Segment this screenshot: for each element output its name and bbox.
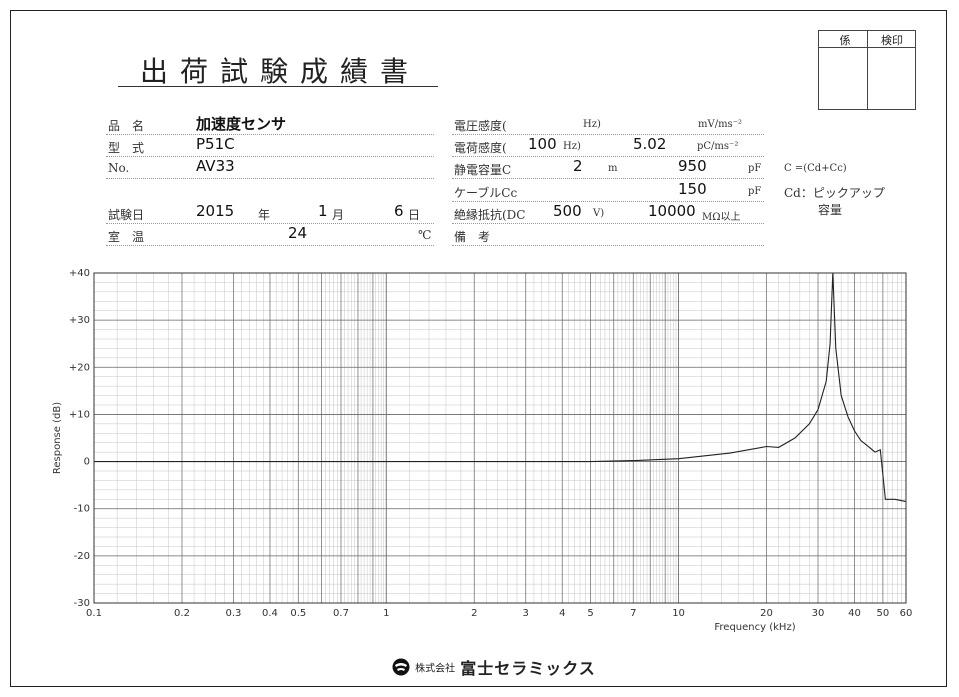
model-label: 型 式 xyxy=(108,141,145,155)
capacitance-label: 静電容量C xyxy=(454,163,512,177)
charge-unit: pC/ms⁻² xyxy=(697,141,739,152)
capacity-note: 容量 xyxy=(818,203,843,217)
x-tick-label: 5 xyxy=(587,608,593,619)
pickup-note: Cd：ピックアップ xyxy=(784,186,885,200)
voltage-hz: Hz) xyxy=(583,119,601,130)
cap-length-unit: m xyxy=(608,163,618,174)
y-tick-label: -10 xyxy=(74,504,90,515)
charge-value: 5.02 xyxy=(633,135,667,153)
x-tick-label: 50 xyxy=(876,608,889,619)
row-separator xyxy=(452,134,764,135)
voltage-unit: mV/ms⁻² xyxy=(698,119,742,130)
x-tick-label: 0.2 xyxy=(174,608,190,619)
company-name: 富士セラミックス xyxy=(460,659,596,678)
document-frame xyxy=(10,10,947,687)
y-axis-label: Response (dB) xyxy=(52,402,63,474)
row-separator xyxy=(106,223,434,224)
model-value: P51C xyxy=(196,135,235,153)
y-tick-label: -20 xyxy=(74,551,90,562)
year-unit: 年 xyxy=(258,208,271,222)
formula-note: C =(Cd+Cc) xyxy=(784,163,847,174)
row-separator xyxy=(452,201,764,202)
row-separator xyxy=(452,156,764,157)
stamp-col-inspect: 検印 xyxy=(881,34,903,47)
room-temp-label: 室 温 xyxy=(108,230,145,244)
x-tick-label: 60 xyxy=(900,608,913,619)
title-underline xyxy=(118,86,438,87)
insulation-unit: MΩ以上 xyxy=(702,212,741,223)
row-separator xyxy=(452,178,764,179)
month-unit: 月 xyxy=(332,208,345,222)
plot-border xyxy=(93,272,907,604)
row-separator xyxy=(106,245,434,246)
number-value: AV33 xyxy=(196,157,235,175)
x-tick-label: 3 xyxy=(523,608,529,619)
cable-unit: pF xyxy=(748,186,762,197)
y-tick-label: +10 xyxy=(69,409,90,420)
capacitance-unit: pF xyxy=(748,163,762,174)
product-name-value: 加速度センサ xyxy=(196,115,287,133)
y-tick-label: -30 xyxy=(74,598,90,609)
row-separator xyxy=(106,156,434,157)
stamp-col-charge: 係 xyxy=(839,34,851,47)
room-temp-value: 24 xyxy=(288,224,308,242)
day-unit: 日 xyxy=(408,208,421,222)
charge-hz: Hz) xyxy=(563,141,581,152)
document-title: 出荷試験成績書 xyxy=(140,55,421,88)
test-month: 1 xyxy=(318,202,328,220)
company-logo: 株式会社 富士セラミックス xyxy=(392,655,596,679)
x-tick-label: 20 xyxy=(760,608,773,619)
cap-length: 2 xyxy=(573,157,583,175)
room-temp-unit: ℃ xyxy=(418,228,432,242)
cable-label: ケーブルCc xyxy=(454,186,518,200)
x-tick-label: 30 xyxy=(812,608,825,619)
response-curve xyxy=(94,272,907,503)
product-name-label: 品 名 xyxy=(108,119,145,133)
voltage-sens-label: 電圧感度( xyxy=(454,119,507,133)
row-separator xyxy=(452,245,764,246)
row-separator xyxy=(106,178,434,179)
charge-sens-label: 電荷感度( xyxy=(454,141,507,155)
x-tick-label: 4 xyxy=(559,608,565,619)
x-axis-label: Frequency (kHz) xyxy=(714,622,795,633)
cable-value: 150 xyxy=(678,180,707,198)
test-year: 2015 xyxy=(196,202,235,220)
y-tick-label: 0 xyxy=(84,457,90,468)
test-day: 6 xyxy=(394,202,404,220)
number-label: No. xyxy=(108,161,130,175)
x-tick-label: 0.7 xyxy=(333,608,349,619)
insulation-value: 10000 xyxy=(648,202,696,220)
x-tick-label: 0.4 xyxy=(262,608,278,619)
company-logo-icon xyxy=(392,658,410,676)
x-tick-label: 0.5 xyxy=(290,608,306,619)
x-tick-label: 7 xyxy=(630,608,636,619)
insulation-label: 絶縁抵抗(DC xyxy=(454,208,526,222)
x-tick-label: 10 xyxy=(672,608,685,619)
insulation-voltage: 500 xyxy=(553,202,582,220)
charge-freq: 100 xyxy=(528,135,557,153)
capacitance-value: 950 xyxy=(678,157,707,175)
stamp-divider xyxy=(867,31,868,109)
insulation-v: V) xyxy=(593,208,605,219)
test-date-label: 試験日 xyxy=(108,208,145,222)
x-tick-label: 0.3 xyxy=(226,608,242,619)
remarks-label: 備 考 xyxy=(454,230,491,244)
x-tick-label: 1 xyxy=(383,608,389,619)
approval-stamp-box: 係 検印 xyxy=(818,30,916,110)
y-tick-label: +20 xyxy=(69,362,90,373)
company-prefix: 株式会社 xyxy=(415,663,456,675)
x-tick-label: 0.1 xyxy=(86,608,102,619)
x-tick-label: 2 xyxy=(471,608,477,619)
row-separator xyxy=(452,223,764,224)
x-tick-label: 40 xyxy=(848,608,861,619)
y-tick-label: +30 xyxy=(69,315,90,326)
row-separator xyxy=(106,134,434,135)
y-tick-label: +40 xyxy=(69,268,90,279)
